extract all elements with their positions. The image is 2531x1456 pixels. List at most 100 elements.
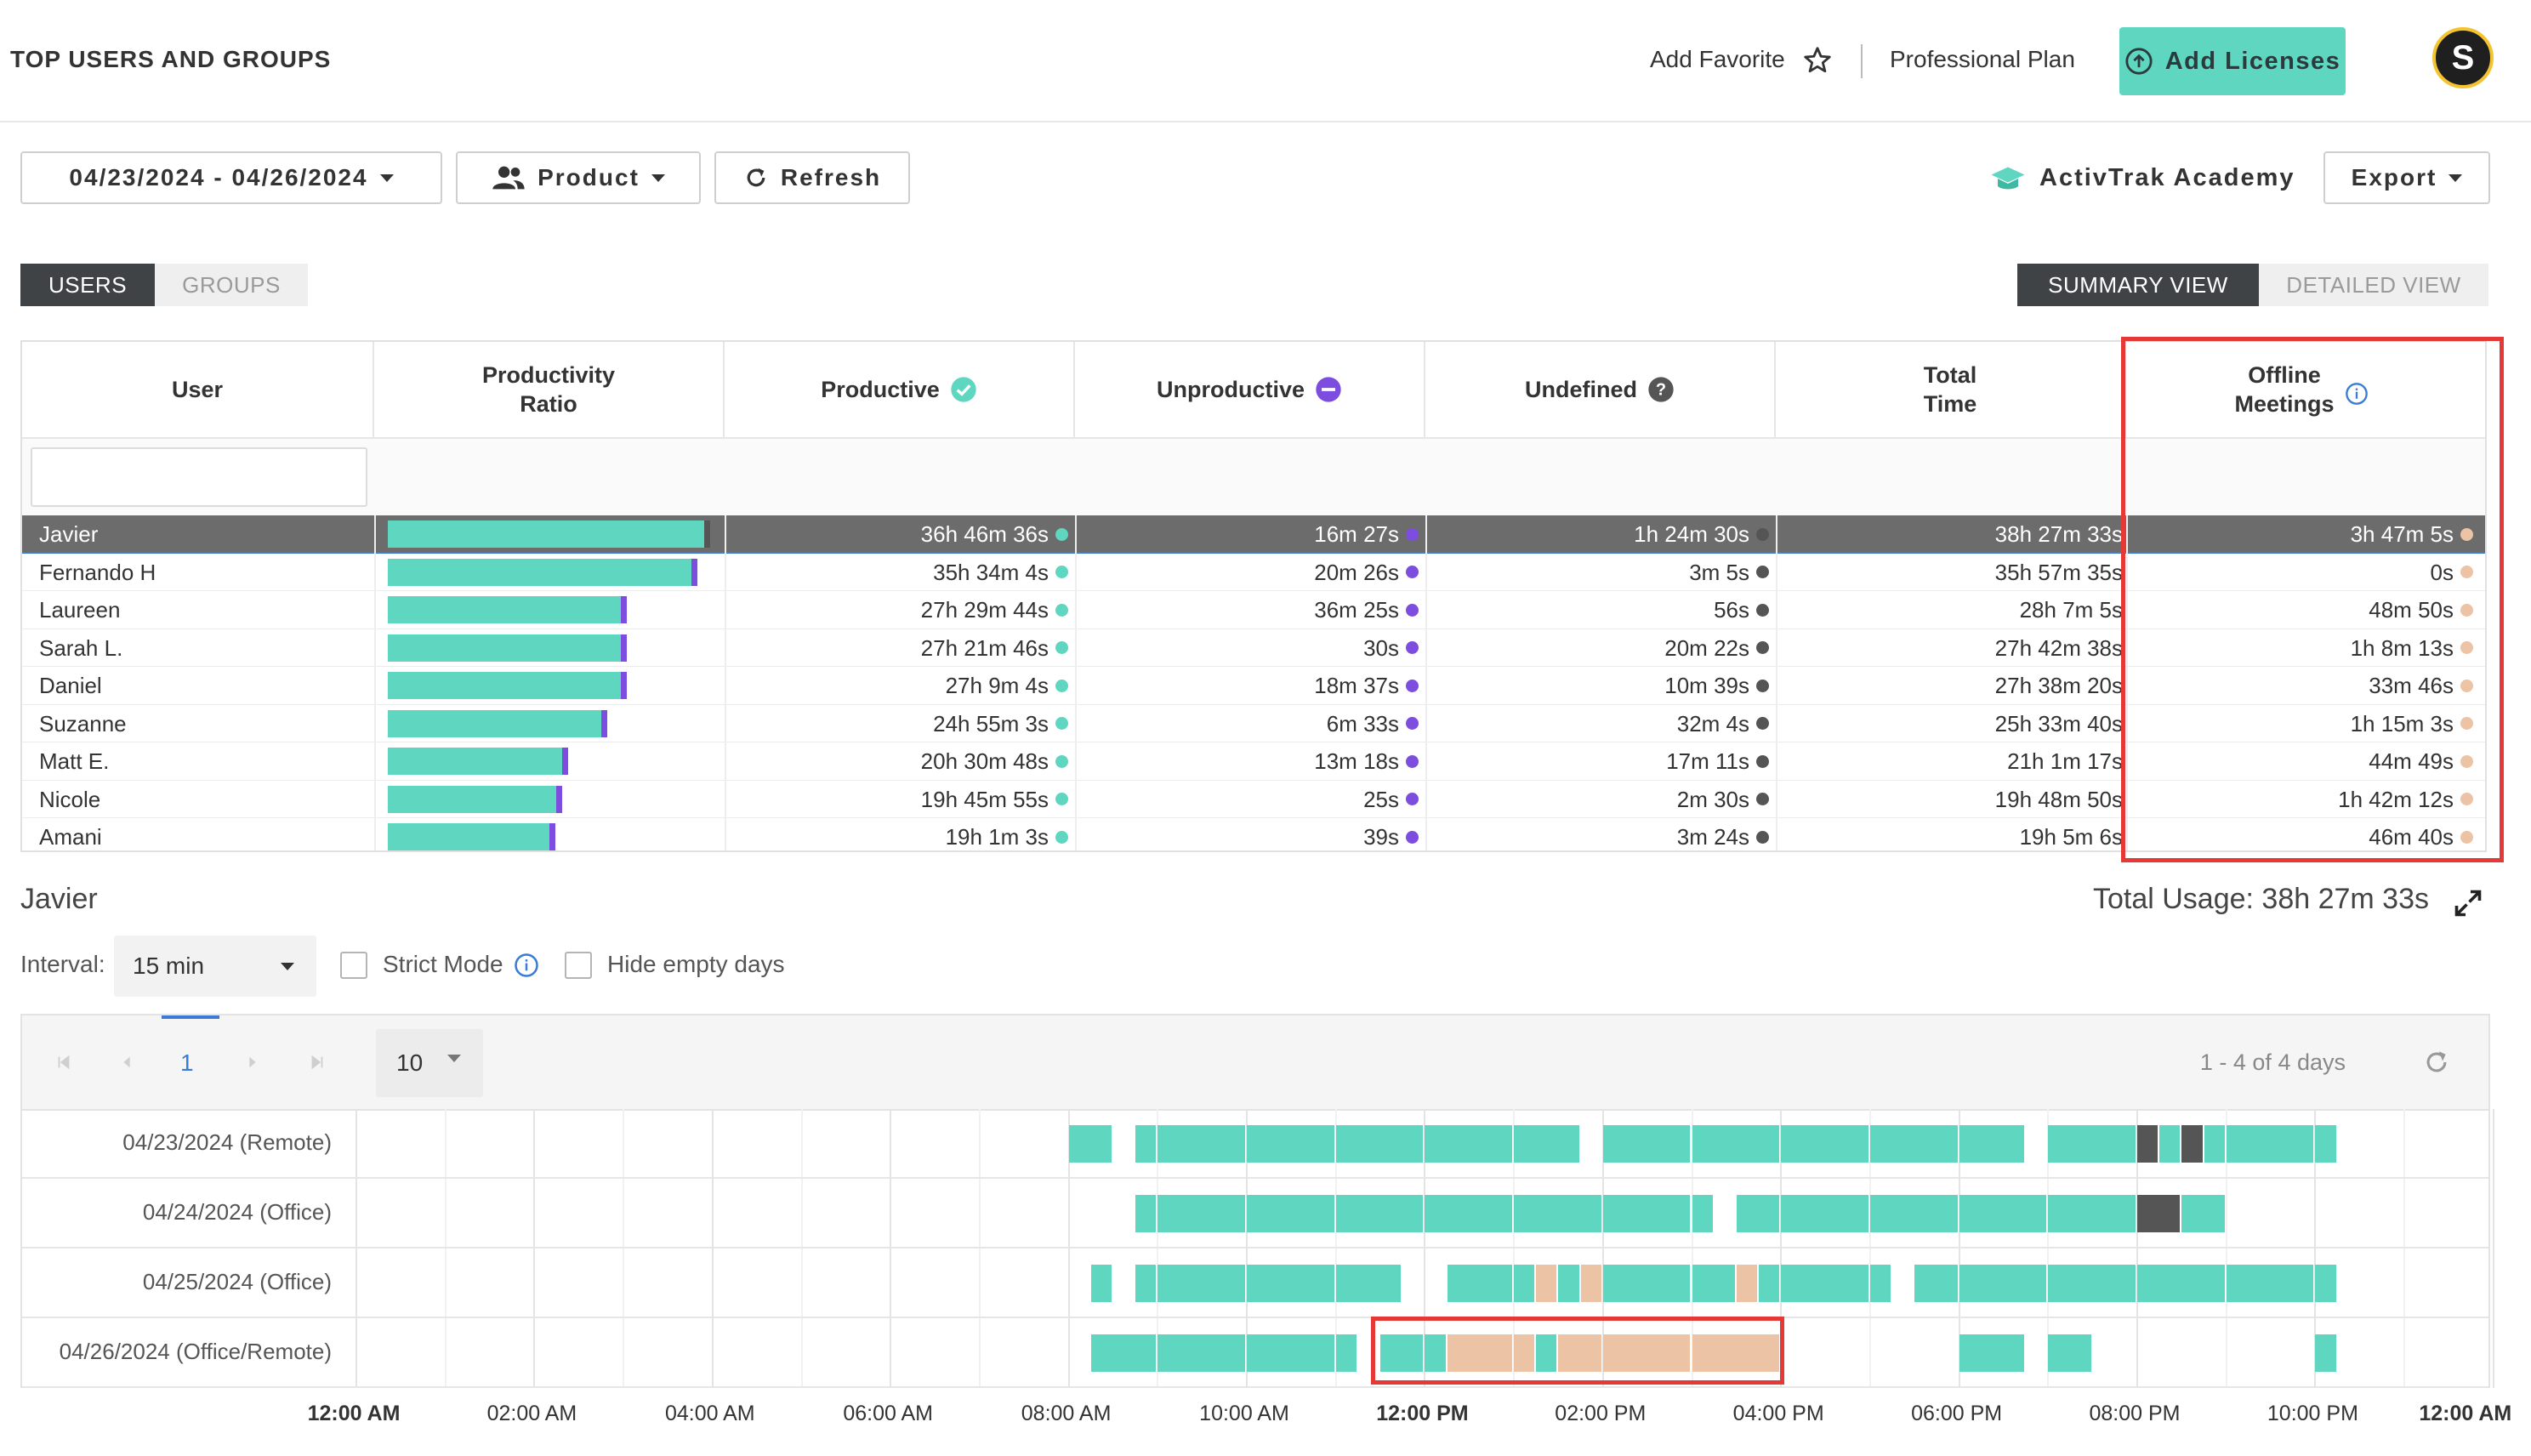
column-header-undefined[interactable]: Undefined ?: [1425, 342, 1776, 437]
productive-activity-segment[interactable]: [1247, 1334, 1334, 1372]
column-header-user[interactable]: User: [22, 342, 374, 437]
table-row[interactable]: Nicole 19h 45m 55s 25s 2m 30s 19h 48m 50s 1h …: [22, 781, 2485, 818]
column-header-offline-meetings[interactable]: Offline Meetings: [2126, 342, 2477, 437]
productive-activity-segment[interactable]: [1135, 1265, 1157, 1302]
productive-activity-segment[interactable]: [1692, 1265, 1735, 1302]
hide-empty-days-checkbox[interactable]: [565, 952, 592, 979]
productive-activity-segment[interactable]: [1335, 1334, 1357, 1372]
offline-meeting-segment[interactable]: [1692, 1334, 1780, 1372]
productive-activity-segment[interactable]: [2315, 1334, 2336, 1372]
date-range-dropdown[interactable]: 04/23/2024 - 04/26/2024: [20, 151, 442, 204]
table-row[interactable]: Laureen 27h 29m 44s 36m 25s 56s 28h 7m 5s 48m…: [22, 591, 2485, 629]
table-row[interactable]: Fernando H 35h 34m 4s 20m 26s 3m 5s 35h 57m …: [22, 554, 2485, 591]
next-page-icon[interactable]: [243, 1053, 262, 1072]
add-favorite-link[interactable]: Add Favorite: [1650, 46, 1785, 72]
productive-activity-segment[interactable]: [2315, 1125, 2336, 1163]
undefined-activity-segment[interactable]: [2137, 1125, 2158, 1163]
tab-users[interactable]: USERS: [20, 264, 155, 306]
offline-meeting-segment[interactable]: [1447, 1334, 1513, 1372]
table-row[interactable]: Suzanne 24h 55m 3s 6m 33s 32m 4s 25h 33m 40s…: [22, 705, 2485, 742]
productive-activity-segment[interactable]: [1135, 1125, 1157, 1163]
productive-activity-segment[interactable]: [2159, 1125, 2181, 1163]
productive-activity-segment[interactable]: [2181, 1195, 2225, 1232]
productive-activity-segment[interactable]: [1090, 1265, 1112, 1302]
productive-activity-segment[interactable]: [1869, 1195, 1958, 1232]
offline-meeting-segment[interactable]: [1514, 1334, 1535, 1372]
productive-activity-segment[interactable]: [1959, 1334, 2025, 1372]
productive-activity-segment[interactable]: [1692, 1195, 1713, 1232]
previous-page-icon[interactable]: [117, 1053, 136, 1072]
productive-activity-segment[interactable]: [1536, 1334, 1557, 1372]
productive-activity-segment[interactable]: [1157, 1334, 1245, 1372]
productive-activity-segment[interactable]: [2048, 1195, 2136, 1232]
offline-meeting-segment[interactable]: [1580, 1265, 1601, 1302]
productive-activity-segment[interactable]: [1759, 1265, 1780, 1302]
productive-activity-segment[interactable]: [1247, 1195, 1334, 1232]
table-row[interactable]: Amani 19h 1m 3s 39s 3m 24s 19h 5m 6s 46m 40s: [22, 818, 2485, 850]
productive-activity-segment[interactable]: [1335, 1195, 1424, 1232]
offline-meeting-segment[interactable]: [1602, 1334, 1691, 1372]
offline-meeting-segment[interactable]: [1558, 1334, 1601, 1372]
productive-activity-segment[interactable]: [1869, 1265, 1891, 1302]
productive-activity-segment[interactable]: [1959, 1125, 2025, 1163]
strict-mode-checkbox[interactable]: [340, 952, 367, 979]
current-page[interactable]: 1: [180, 1049, 194, 1076]
productive-activity-segment[interactable]: [2204, 1125, 2225, 1163]
undefined-activity-segment[interactable]: [2137, 1195, 2181, 1232]
productive-activity-segment[interactable]: [1425, 1334, 1446, 1372]
offline-meeting-segment[interactable]: [1736, 1265, 1758, 1302]
plan-label[interactable]: Professional Plan: [1890, 46, 2075, 72]
tab-summary-view[interactable]: SUMMARY VIEW: [2017, 264, 2259, 306]
productive-activity-segment[interactable]: [1335, 1125, 1424, 1163]
productive-activity-segment[interactable]: [2137, 1265, 2225, 1302]
column-header-productive[interactable]: Productive: [725, 342, 1075, 437]
tab-groups[interactable]: GROUPS: [155, 264, 308, 306]
productive-activity-segment[interactable]: [1068, 1125, 1112, 1163]
info-icon[interactable]: [514, 953, 539, 978]
user-filter-input[interactable]: [31, 447, 367, 507]
productive-activity-segment[interactable]: [1157, 1265, 1245, 1302]
productive-activity-segment[interactable]: [1380, 1334, 1424, 1372]
productive-activity-segment[interactable]: [1425, 1125, 1513, 1163]
add-licenses-button[interactable]: Add Licenses: [2119, 27, 2346, 95]
productive-activity-segment[interactable]: [1781, 1265, 1868, 1302]
interval-select[interactable]: 15 min: [114, 936, 316, 997]
productive-activity-segment[interactable]: [1247, 1265, 1334, 1302]
productive-activity-segment[interactable]: [1781, 1125, 1868, 1163]
last-page-icon[interactable]: [308, 1053, 327, 1072]
productive-activity-segment[interactable]: [1135, 1195, 1157, 1232]
productive-activity-segment[interactable]: [1514, 1125, 1579, 1163]
export-dropdown[interactable]: Export: [2323, 151, 2490, 204]
productive-activity-segment[interactable]: [1602, 1265, 1691, 1302]
productive-activity-segment[interactable]: [2048, 1125, 2136, 1163]
productive-activity-segment[interactable]: [1602, 1195, 1691, 1232]
expand-icon[interactable]: [2453, 888, 2483, 919]
undefined-activity-segment[interactable]: [2181, 1125, 2203, 1163]
avatar[interactable]: S: [2432, 27, 2494, 88]
table-row[interactable]: Daniel 27h 9m 4s 18m 37s 10m 39s 27h 38m 20s…: [22, 667, 2485, 705]
first-page-icon[interactable]: [54, 1053, 73, 1072]
table-row[interactable]: Javier 36h 46m 36s 16m 27s 1h 24m 30s 38h 27…: [22, 515, 2485, 554]
productive-activity-segment[interactable]: [2048, 1265, 2136, 1302]
table-row[interactable]: Matt E. 20h 30m 48s 13m 18s 17m 11s 21h 1m 1…: [22, 742, 2485, 781]
productive-activity-segment[interactable]: [1335, 1265, 1402, 1302]
productive-activity-segment[interactable]: [1157, 1195, 1245, 1232]
productive-activity-segment[interactable]: [2226, 1125, 2314, 1163]
productive-activity-segment[interactable]: [2226, 1265, 2314, 1302]
offline-meeting-segment[interactable]: [1536, 1265, 1557, 1302]
info-icon[interactable]: [2345, 382, 2369, 406]
column-header-total-time[interactable]: Total Time: [1776, 342, 2126, 437]
column-header-unproductive[interactable]: Unproductive: [1075, 342, 1425, 437]
productive-activity-segment[interactable]: [1090, 1334, 1157, 1372]
activtrak-academy-link[interactable]: ActivTrak Academy: [2039, 164, 2295, 191]
productive-activity-segment[interactable]: [2048, 1334, 2091, 1372]
productive-activity-segment[interactable]: [1602, 1125, 1691, 1163]
productive-activity-segment[interactable]: [1914, 1265, 1958, 1302]
reload-icon[interactable]: [2422, 1048, 2451, 1077]
productive-activity-segment[interactable]: [1558, 1265, 1579, 1302]
table-row[interactable]: Sarah L. 27h 21m 46s 30s 20m 22s 27h 42m 38s…: [22, 629, 2485, 667]
productive-activity-segment[interactable]: [1514, 1195, 1601, 1232]
productive-activity-segment[interactable]: [1425, 1195, 1513, 1232]
productive-activity-segment[interactable]: [1736, 1195, 1780, 1232]
star-icon[interactable]: [1801, 44, 1834, 77]
